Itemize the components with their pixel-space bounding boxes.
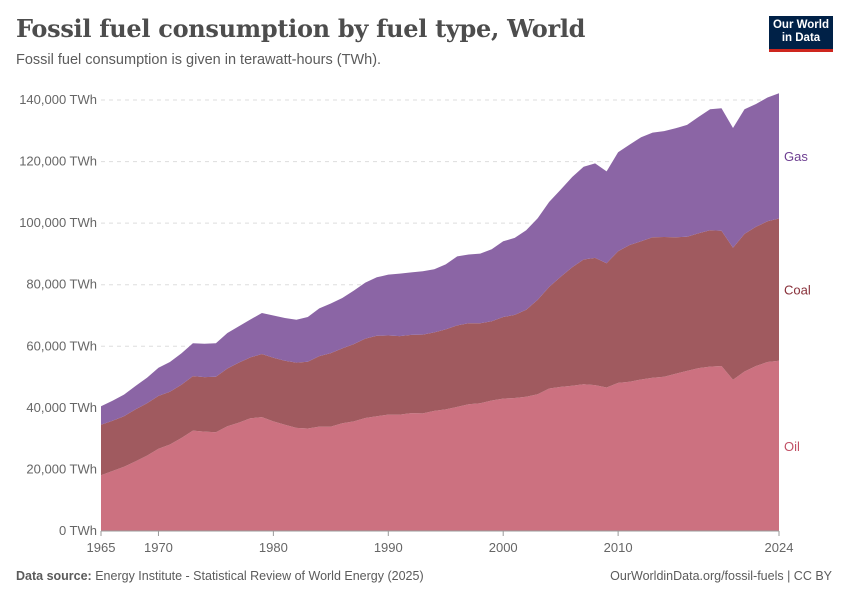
- series-label-oil: Oil: [784, 439, 800, 454]
- y-tick-label: 40,000 TWh: [26, 400, 97, 415]
- y-tick-label: 60,000 TWh: [26, 338, 97, 353]
- x-tick-label: 1980: [259, 540, 288, 555]
- x-tick-label: 1970: [144, 540, 173, 555]
- source-label: Data source:: [16, 569, 92, 583]
- y-tick-label: 20,000 TWh: [26, 461, 97, 476]
- y-tick-label: 0 TWh: [59, 523, 97, 538]
- source-text[interactable]: Energy Institute - Statistical Review of…: [95, 569, 424, 583]
- x-tick-label: 1990: [374, 540, 403, 555]
- chart-subtitle: Fossil fuel consumption is given in tera…: [16, 52, 382, 68]
- y-tick-label: 100,000 TWh: [19, 215, 97, 230]
- area-gas: [101, 93, 779, 425]
- area-oil: [101, 360, 779, 531]
- x-tick-label: 2000: [489, 540, 518, 555]
- x-tick-label: 2010: [604, 540, 633, 555]
- series-label-coal: Coal: [784, 283, 811, 298]
- owid-logo[interactable]: Our World in Data: [769, 16, 833, 52]
- chart-title: Fossil fuel consumption by fuel type, Wo…: [16, 14, 586, 43]
- y-tick-label: 80,000 TWh: [26, 277, 97, 292]
- data-source: Data source: Energy Institute - Statisti…: [16, 569, 424, 583]
- area-coal: [101, 218, 779, 476]
- y-tick-label: 140,000 TWh: [19, 92, 97, 107]
- x-tick-label: 2024: [765, 540, 794, 555]
- series-label-gas: Gas: [784, 149, 808, 164]
- x-tick-label: 1965: [87, 540, 116, 555]
- y-tick-label: 120,000 TWh: [19, 154, 97, 169]
- credit-link[interactable]: OurWorldinData.org/fossil-fuels | CC BY: [610, 569, 832, 583]
